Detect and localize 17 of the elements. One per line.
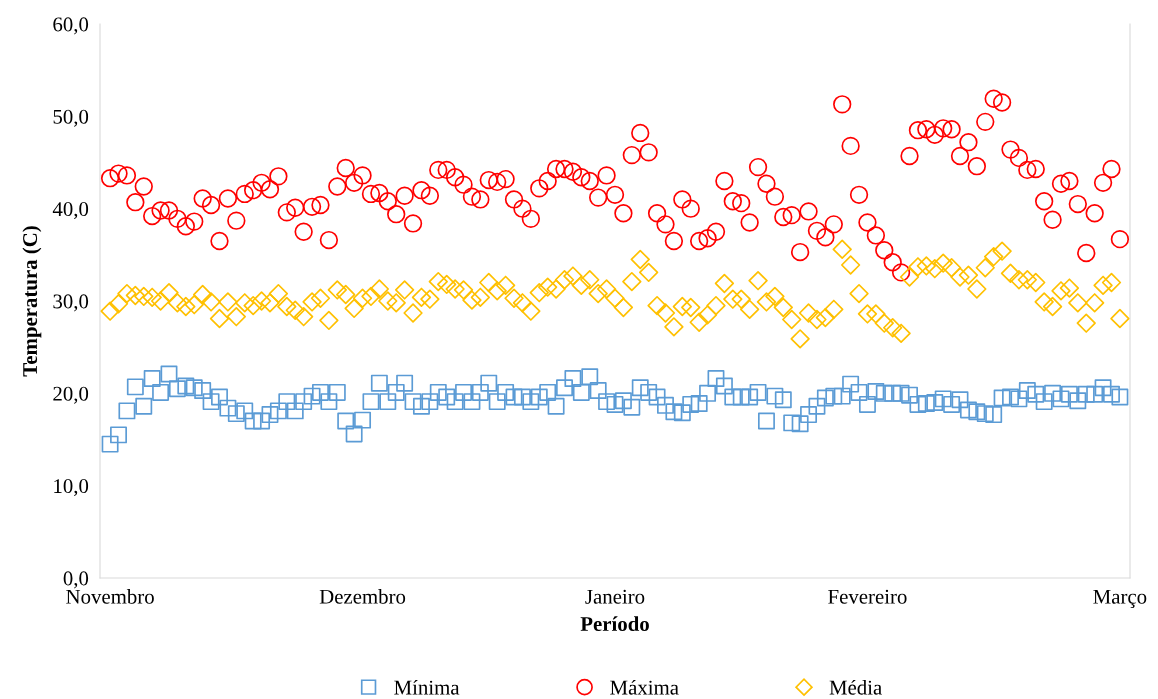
- x-tick-label: Março: [1093, 589, 1147, 608]
- legend-label: Mínima: [394, 679, 460, 695]
- x-tick-label: Novembro: [66, 589, 154, 604]
- y-axis-title: Temperatura (C): [22, 226, 42, 377]
- legend-label: Máxima: [610, 679, 679, 695]
- x-tick-label: Janeiro: [585, 589, 645, 604]
- y-tick-label: 60,0: [53, 17, 89, 35]
- y-tick-label: 30,0: [53, 294, 89, 312]
- y-tick-label: 20,0: [53, 386, 89, 404]
- x-tick-label: Fevereiro: [828, 589, 907, 604]
- y-tick-label: 10,0: [54, 479, 89, 497]
- x-tick-label: Dezembro: [319, 589, 406, 604]
- y-tick-label: 50,0: [53, 109, 89, 127]
- y-tick-label: 0,0: [63, 571, 89, 589]
- x-axis-title: Período: [580, 616, 649, 631]
- y-tick-label: 40,0: [52, 202, 89, 220]
- legend-label: Média: [829, 679, 882, 695]
